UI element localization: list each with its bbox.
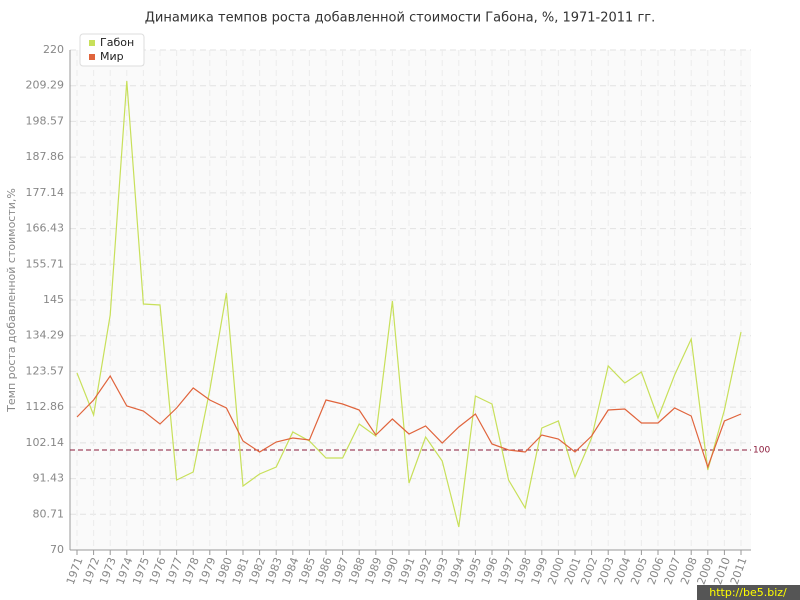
y-tick-label: 102.14 xyxy=(26,436,65,449)
reference-label: 100 xyxy=(753,446,770,456)
series-line xyxy=(76,374,742,469)
y-tick-label: 155.71 xyxy=(26,257,65,270)
series-line xyxy=(76,80,742,528)
y-axis-label: Темп роста добавленной стоимости,% xyxy=(5,188,18,413)
y-tick-label: 145 xyxy=(43,293,64,306)
y-tick-label: 187.86 xyxy=(26,150,65,163)
y-tick-label: 209.29 xyxy=(26,79,65,92)
y-tick-label: 70 xyxy=(50,543,64,556)
chart-title: Динамика темпов роста добавленной стоимо… xyxy=(145,11,656,26)
y-tick-label: 91.43 xyxy=(33,472,65,485)
y-tick-label: 80.71 xyxy=(33,507,65,520)
y-tick-label: 177.14 xyxy=(26,186,65,199)
legend-box xyxy=(79,33,145,67)
legend-swatch xyxy=(89,54,95,60)
legend-label: Габон xyxy=(100,36,134,49)
y-tick-label: 220 xyxy=(43,43,64,56)
legend-label: Мир xyxy=(100,50,124,63)
y-tick-label: 166.43 xyxy=(26,222,65,235)
watermark: http://be5.biz/ xyxy=(709,586,787,599)
legend-swatch xyxy=(89,40,95,46)
y-tick-label: 198.57 xyxy=(26,114,65,127)
y-tick-label: 123.57 xyxy=(26,364,65,377)
watermark-bg xyxy=(697,585,800,600)
y-tick-label: 134.29 xyxy=(26,329,65,342)
y-tick-label: 112.86 xyxy=(26,400,65,413)
